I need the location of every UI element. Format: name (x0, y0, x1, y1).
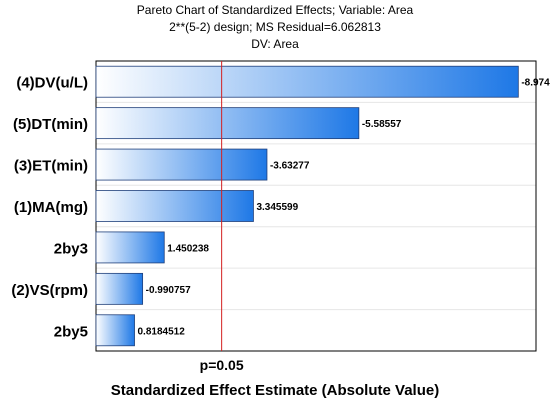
bar (95, 272, 144, 305)
chart-title-line-2: 2**(5-2) design; MS Residual=6.062813 (169, 20, 381, 34)
data-label: -3.63277 (270, 161, 310, 172)
bar (95, 231, 165, 264)
bar (95, 190, 254, 222)
chart-title-line-3: DV: Area (251, 37, 299, 51)
bar (95, 65, 519, 98)
category-tick-label: 2by5 (54, 323, 88, 340)
data-label: 1.450238 (167, 243, 209, 254)
category-tick-label: (2)VS(rpm) (11, 282, 88, 299)
data-label: -8.97425 (521, 78, 550, 89)
category-tick-label: (3)ET(min) (14, 158, 88, 175)
bar (95, 148, 268, 181)
chart-title-line-1: Pareto Chart of Standardized Effects; Va… (136, 3, 414, 17)
data-label: -5.58557 (362, 119, 402, 130)
data-label: -0.990757 (146, 285, 191, 296)
data-label: 3.345599 (256, 202, 298, 213)
reference-line-label: p=0.05 (200, 357, 244, 373)
bar (95, 107, 360, 140)
x-axis-label: Standardized Effect Estimate (Absolute V… (110, 382, 440, 399)
bar (95, 314, 135, 347)
data-label: 0.8184512 (138, 326, 186, 337)
category-tick-label: (1)MA(mg) (14, 199, 88, 216)
category-tick-label: (4)DV(u/L) (16, 75, 88, 92)
category-tick-label: (5)DT(min) (13, 116, 88, 133)
category-tick-label: 2by3 (54, 240, 88, 257)
